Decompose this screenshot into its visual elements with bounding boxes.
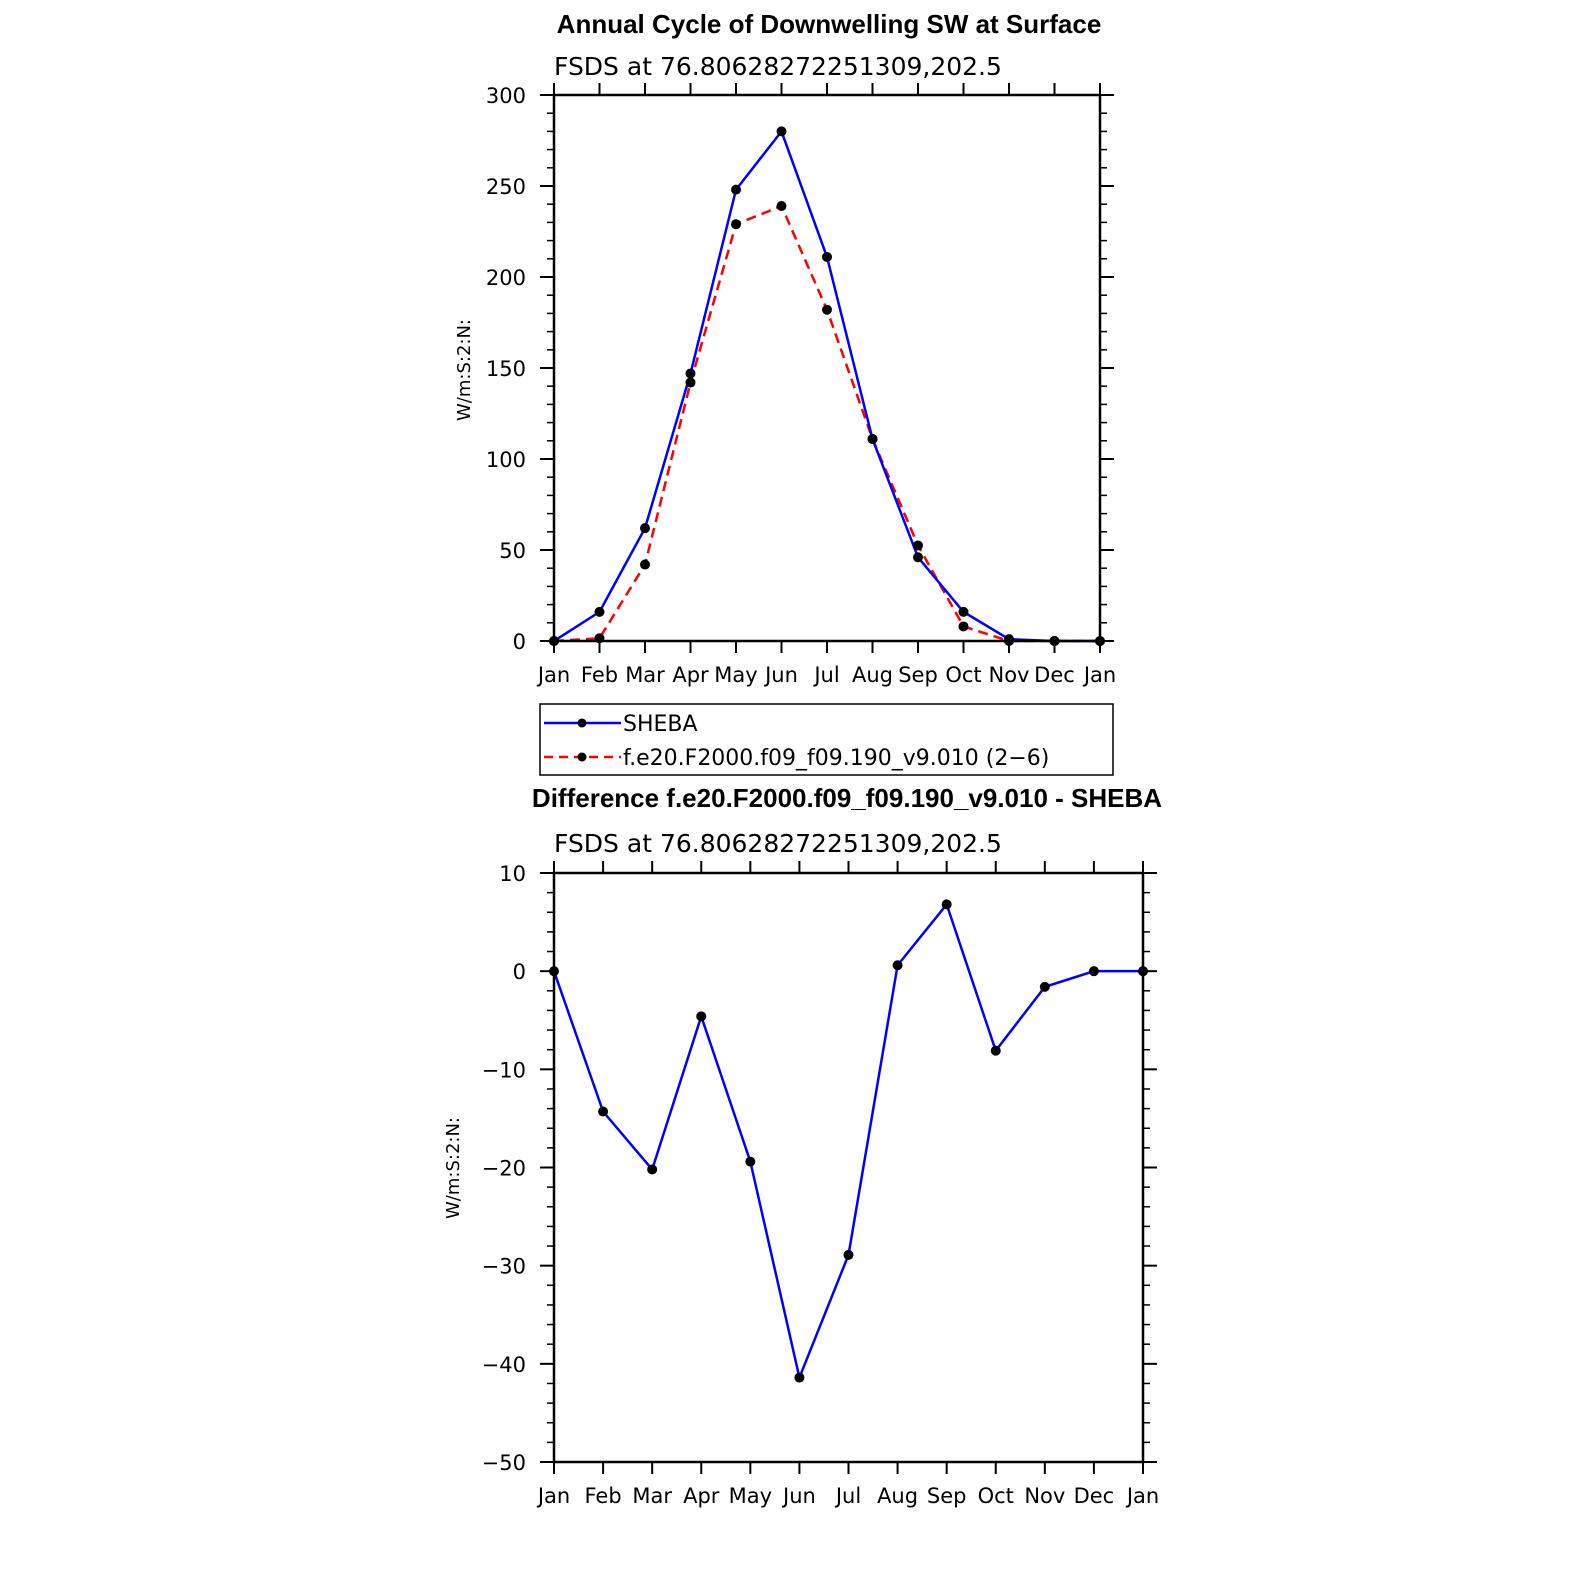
x-tick-label: Jan <box>1082 663 1116 687</box>
chart-title: Annual Cycle of Downwelling SW at Surfac… <box>557 9 1102 39</box>
marks-layer <box>549 899 1148 1383</box>
data-point-0 <box>843 1249 854 1260</box>
x-tick-label: Nov <box>1024 1484 1065 1508</box>
difference-chart: Difference f.e20.F2000.f09_f09.190_v9.01… <box>443 783 1162 1508</box>
series-line-0 <box>552 901 1143 1382</box>
data-point-1 <box>867 433 878 444</box>
x-tick-label: Sep <box>898 663 938 687</box>
chart-subtitle: FSDS at 76.80628272251309,202.5 <box>554 52 1002 81</box>
x-tick-label: Jul <box>812 663 839 687</box>
data-point-1 <box>958 621 969 632</box>
y-tick-label: −50 <box>482 1451 526 1475</box>
y-tick-label: 250 <box>486 175 526 199</box>
y-tick-label: 100 <box>486 448 526 472</box>
plot-frame <box>552 93 1102 643</box>
y-tick-label: 200 <box>486 266 526 290</box>
data-point-0 <box>822 251 832 262</box>
x-tick-label: Nov <box>989 663 1030 687</box>
x-tick-label: Mar <box>632 1484 672 1508</box>
data-point-1 <box>685 377 696 388</box>
marks-layer <box>549 126 1105 646</box>
x-tick-label: Feb <box>581 663 618 687</box>
data-point-0 <box>1088 966 1099 977</box>
data-point-0 <box>913 552 923 563</box>
legend-box <box>539 703 1114 776</box>
legend-label-model: f.e20.F2000.f09_f09.190_v9.010 (2−6) <box>623 746 1049 771</box>
y-tick-label: −10 <box>482 1058 526 1082</box>
x-tick-label: May <box>729 1484 772 1508</box>
y-axis-label: W/m:S:2:N: <box>454 319 475 421</box>
x-tick-label: Jan <box>536 1484 570 1508</box>
data-point-1 <box>640 559 650 570</box>
y-tick-label: −40 <box>482 1353 526 1377</box>
data-point-1 <box>776 201 787 212</box>
ticks-layer: Jan Feb Mar Apr May Jun Jul Aug Sep Oct Nov Dec Jan−… <box>482 861 1159 1508</box>
data-point-0 <box>1039 981 1050 992</box>
x-tick-label: Dec <box>1034 663 1075 687</box>
annual-cycle-chart: Annual Cycle of Downwelling SW at Surfac… <box>454 9 1116 776</box>
data-point-0 <box>941 899 952 910</box>
x-tick-label: Dec <box>1074 1484 1115 1508</box>
x-tick-label: Oct <box>945 663 981 687</box>
x-tick-label: Apr <box>672 663 709 687</box>
data-point-0 <box>731 184 741 195</box>
data-point-0 <box>794 1372 805 1383</box>
x-tick-label: Mar <box>625 663 665 687</box>
x-tick-label: Jan <box>536 663 570 687</box>
data-point-0 <box>776 126 787 137</box>
y-tick-label: 0 <box>513 960 526 984</box>
y-tick-label: 50 <box>499 539 526 563</box>
data-point-0 <box>696 1011 707 1022</box>
x-tick-label: Aug <box>852 663 893 687</box>
y-tick-label: −20 <box>482 1157 526 1181</box>
data-point-0 <box>647 1164 658 1175</box>
x-tick-label: Jun <box>781 1484 816 1508</box>
data-point-0 <box>892 960 903 971</box>
y-tick-label: 10 <box>499 862 526 886</box>
x-tick-label: Jun <box>763 663 798 687</box>
x-tick-label: Sep <box>927 1484 967 1508</box>
legend-label-sheba: SHEBA <box>623 712 698 737</box>
data-point-0 <box>594 606 605 617</box>
data-point-0 <box>990 1045 1001 1056</box>
y-tick-label: 300 <box>486 84 526 108</box>
data-point-0 <box>685 368 696 379</box>
series-line-1 <box>553 204 1100 643</box>
x-tick-label: Jul <box>834 1484 861 1508</box>
plot-frame <box>552 871 1145 1464</box>
ticks-layer: Jan Feb Mar Apr May Jun Jul Aug Sep Oct Nov Dec Jan 0… <box>486 83 1116 687</box>
data-point-1 <box>731 219 741 230</box>
chart-title: Difference f.e20.F2000.f09_f09.190_v9.01… <box>532 783 1162 813</box>
legend-marker-model <box>577 752 587 762</box>
y-tick-label: 150 <box>486 357 526 381</box>
y-tick-label: 0 <box>513 630 526 654</box>
data-point-1 <box>822 304 832 315</box>
data-point-0 <box>958 606 969 617</box>
x-tick-label: Apr <box>683 1484 720 1508</box>
x-tick-label: Aug <box>877 1484 918 1508</box>
y-tick-label: −30 <box>482 1255 526 1279</box>
data-point-0 <box>640 523 650 534</box>
legend: SHEBA f.e20.F2000.f09_f09.190_v9.010 (2−… <box>539 703 1114 776</box>
x-tick-label: Feb <box>584 1484 621 1508</box>
chart-subtitle: FSDS at 76.80628272251309,202.5 <box>554 829 1002 858</box>
x-tick-label: Oct <box>978 1484 1014 1508</box>
x-tick-label: May <box>714 663 757 687</box>
y-axis-label: W/m:S:2:N: <box>443 1117 464 1219</box>
legend-marker-sheba <box>577 718 587 728</box>
data-point-0 <box>745 1156 756 1167</box>
data-point-0 <box>598 1106 609 1117</box>
x-tick-label: Jan <box>1125 1484 1159 1508</box>
data-point-1 <box>913 540 923 551</box>
series-line-0 <box>553 128 1100 643</box>
